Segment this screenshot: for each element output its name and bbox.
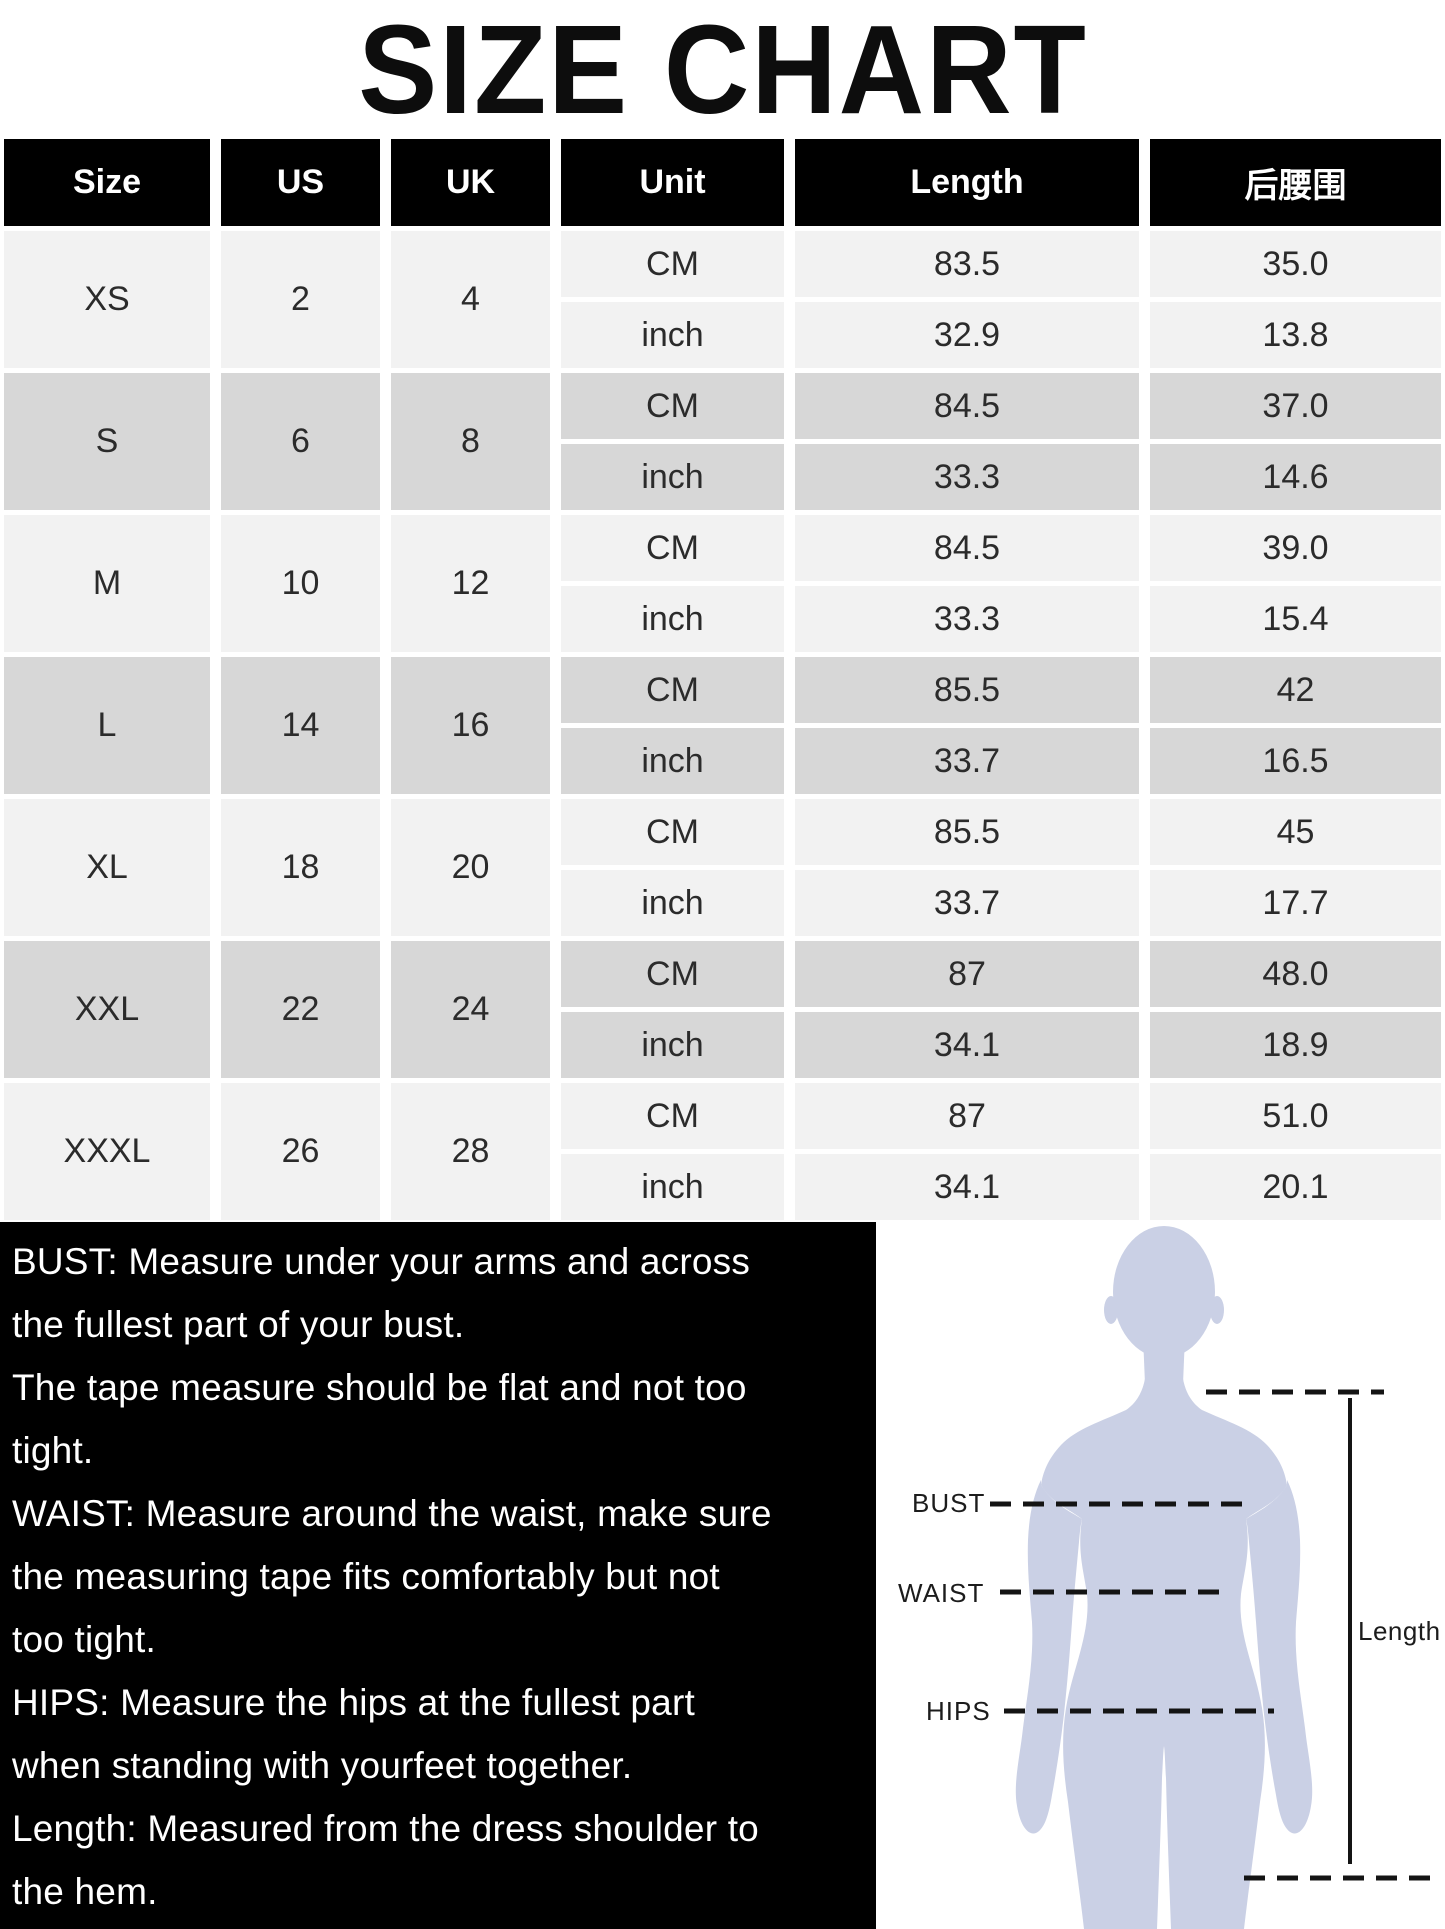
us-cell: 14	[221, 657, 380, 794]
uk-cell: 4	[391, 231, 550, 368]
unit-cell: CM	[561, 657, 784, 723]
hips-label: HIPS	[926, 1696, 991, 1726]
bust-label: BUST	[912, 1488, 986, 1518]
uk-cell: 16	[391, 657, 550, 794]
size-cell: S	[4, 373, 210, 510]
us-cell: 10	[221, 515, 380, 652]
uk-cell: 12	[391, 515, 550, 652]
body-silhouette-figure	[990, 1226, 1442, 1929]
instruction-line: HIPS: Measure the hips at the fullest pa…	[12, 1682, 695, 1723]
instruction-line: the hem.	[12, 1871, 158, 1912]
instruction-line: The tape measure should be flat and not …	[12, 1367, 747, 1408]
unit-cell: inch	[561, 444, 784, 510]
unit-cell: CM	[561, 515, 784, 581]
length-label: Length	[1358, 1616, 1441, 1646]
instruction-line: BUST: Measure under your arms and across	[12, 1241, 751, 1282]
us-cell: 18	[221, 799, 380, 936]
size-cell: XXXL	[4, 1083, 210, 1220]
length-cell: 33.7	[795, 870, 1139, 936]
back-waist-cell: 48.0	[1150, 941, 1441, 1007]
col-header-back-waist: 后腰围	[1150, 139, 1441, 226]
unit-cell: CM	[561, 1083, 784, 1149]
back-waist-cell: 18.9	[1150, 1012, 1441, 1078]
length-cell: 34.1	[795, 1012, 1139, 1078]
col-header-us: US	[221, 139, 380, 226]
length-cell: 33.3	[795, 586, 1139, 652]
back-waist-cell: 17.7	[1150, 870, 1441, 936]
figure-arm-left	[1015, 1480, 1082, 1834]
col-header-uk: UK	[391, 139, 550, 226]
unit-cell: inch	[561, 586, 784, 652]
instruction-line: Length: Measured from the dress shoulder…	[12, 1808, 759, 1849]
uk-cell: 8	[391, 373, 550, 510]
back-waist-cell: 45	[1150, 799, 1441, 865]
size-cell: L	[4, 657, 210, 794]
back-waist-cell: 42	[1150, 657, 1441, 723]
back-waist-cell: 15.4	[1150, 586, 1441, 652]
figure-torso-legs	[1041, 1370, 1287, 1929]
length-cell: 33.7	[795, 728, 1139, 794]
back-waist-cell: 35.0	[1150, 231, 1441, 297]
back-waist-cell: 14.6	[1150, 444, 1441, 510]
size-table: Size US UK Unit Length 后腰围 XS 2 4 CM 83.…	[4, 139, 1441, 1220]
instruction-line: too tight.	[12, 1619, 156, 1660]
back-waist-cell: 37.0	[1150, 373, 1441, 439]
unit-cell: inch	[561, 302, 784, 368]
length-cell: 33.3	[795, 444, 1139, 510]
unit-cell: CM	[561, 231, 784, 297]
uk-cell: 20	[391, 799, 550, 936]
size-cell: XXL	[4, 941, 210, 1078]
figure-ear-left	[1104, 1296, 1118, 1324]
title-bar: SIZE CHART	[0, 0, 1445, 139]
instruction-line: the measuring tape fits comfortably but …	[12, 1556, 720, 1597]
size-cell: XL	[4, 799, 210, 936]
back-waist-cell: 20.1	[1150, 1154, 1441, 1220]
back-waist-cell: 51.0	[1150, 1083, 1441, 1149]
measure-instructions: BUST: Measure under your arms and across…	[0, 1222, 876, 1929]
size-cell: XS	[4, 231, 210, 368]
figure-head	[1113, 1226, 1215, 1358]
size-cell: M	[4, 515, 210, 652]
us-cell: 22	[221, 941, 380, 1078]
back-waist-cell: 39.0	[1150, 515, 1441, 581]
length-cell: 85.5	[795, 799, 1139, 865]
instruction-line: WAIST: Measure around the waist, make su…	[12, 1493, 772, 1534]
figure-neck	[1142, 1312, 1186, 1384]
unit-cell: CM	[561, 799, 784, 865]
instruction-line: when standing with yourfeet together.	[12, 1745, 633, 1786]
length-cell: 34.1	[795, 1154, 1139, 1220]
length-cell: 83.5	[795, 231, 1139, 297]
us-cell: 2	[221, 231, 380, 368]
unit-cell: inch	[561, 870, 784, 936]
page-title: SIZE CHART	[357, 0, 1088, 140]
back-waist-cell: 13.8	[1150, 302, 1441, 368]
figure-area: BUST WAIST HIPS Length	[876, 1222, 1445, 1929]
instruction-line: tight.	[12, 1430, 94, 1471]
length-cell: 85.5	[795, 657, 1139, 723]
length-cell: 87	[795, 1083, 1139, 1149]
waist-label: WAIST	[898, 1578, 985, 1608]
back-waist-cell: 16.5	[1150, 728, 1441, 794]
uk-cell: 24	[391, 941, 550, 1078]
us-cell: 26	[221, 1083, 380, 1220]
bottom-section: BUST: Measure under your arms and across…	[0, 1222, 1445, 1929]
length-cell: 84.5	[795, 373, 1139, 439]
col-header-size: Size	[4, 139, 210, 226]
length-cell: 84.5	[795, 515, 1139, 581]
unit-cell: CM	[561, 373, 784, 439]
unit-cell: inch	[561, 728, 784, 794]
length-cell: 32.9	[795, 302, 1139, 368]
col-header-unit: Unit	[561, 139, 784, 226]
us-cell: 6	[221, 373, 380, 510]
unit-cell: inch	[561, 1012, 784, 1078]
unit-cell: CM	[561, 941, 784, 1007]
length-cell: 87	[795, 941, 1139, 1007]
uk-cell: 28	[391, 1083, 550, 1220]
figure-ear-right	[1210, 1296, 1224, 1324]
figure-arm-right	[1246, 1480, 1313, 1834]
unit-cell: inch	[561, 1154, 784, 1220]
col-header-length: Length	[795, 139, 1139, 226]
instruction-line: the fullest part of your bust.	[12, 1304, 465, 1345]
